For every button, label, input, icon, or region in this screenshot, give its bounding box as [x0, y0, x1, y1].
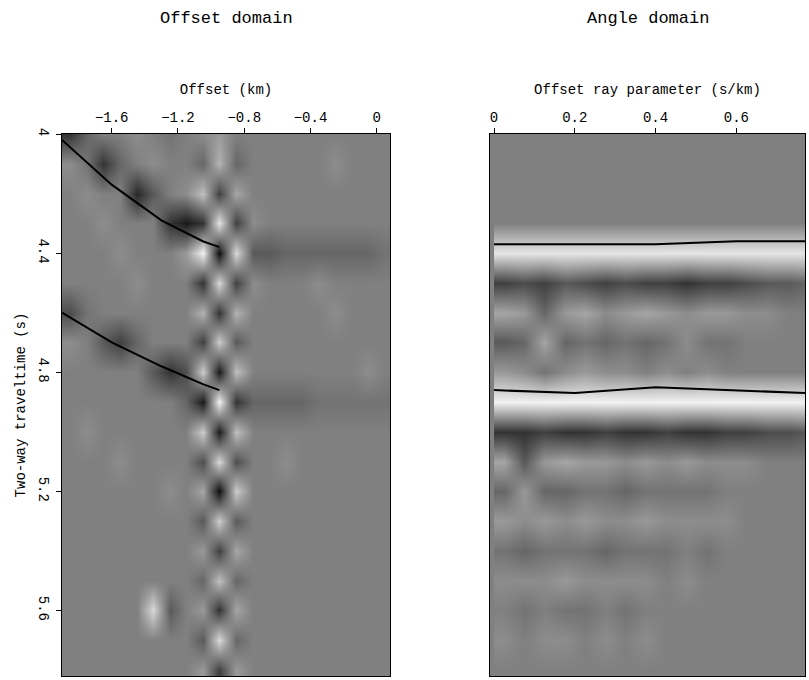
svg-text:0.4: 0.4 [643, 110, 668, 126]
svg-text:−0.4: −0.4 [294, 110, 328, 126]
svg-text:−0.8: −0.8 [227, 110, 261, 126]
svg-text:−1.2: −1.2 [161, 110, 195, 126]
svg-text:4: 4 [35, 128, 51, 136]
svg-text:Angle domain: Angle domain [587, 9, 709, 28]
svg-text:Offset (km): Offset (km) [180, 82, 272, 98]
svg-text:5.2: 5.2 [35, 477, 51, 502]
svg-text:4.4: 4.4 [35, 238, 51, 263]
svg-text:5.6: 5.6 [35, 596, 51, 621]
svg-text:Offset ray parameter (s/km): Offset ray parameter (s/km) [534, 82, 761, 98]
svg-text:Offset domain: Offset domain [160, 9, 293, 28]
svg-text:−1.6: −1.6 [95, 110, 129, 126]
svg-text:4.8: 4.8 [35, 358, 51, 383]
svg-text:0.6: 0.6 [724, 110, 749, 126]
svg-text:Two-way traveltime (s): Two-way traveltime (s) [13, 313, 29, 498]
svg-text:0.2: 0.2 [562, 110, 587, 126]
svg-text:0: 0 [373, 110, 381, 126]
svg-text:0: 0 [490, 110, 498, 126]
